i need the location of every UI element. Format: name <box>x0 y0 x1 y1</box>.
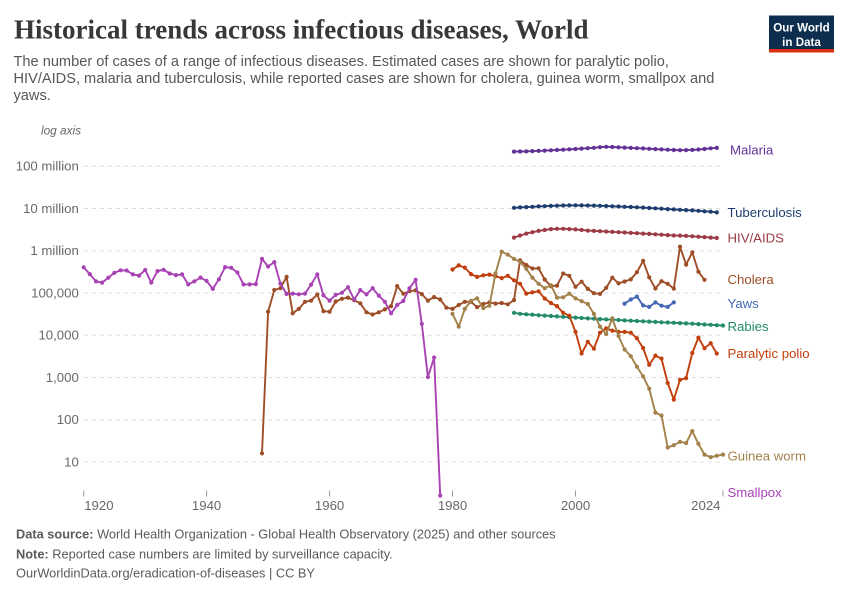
svg-text:Smallpox: Smallpox <box>728 485 783 500</box>
svg-text:HIV/AIDS, malaria and tubercul: HIV/AIDS, malaria and tuberculosis, whil… <box>14 71 715 87</box>
svg-text:100 million: 100 million <box>16 159 79 174</box>
svg-text:yaws.: yaws. <box>14 88 51 104</box>
svg-text:Historical trends across infec: Historical trends across infectious dise… <box>14 15 589 45</box>
svg-text:1980: 1980 <box>438 498 467 513</box>
svg-text:HIV/AIDS: HIV/AIDS <box>728 231 785 246</box>
svg-text:10,000: 10,000 <box>38 328 78 343</box>
svg-text:100: 100 <box>57 412 79 427</box>
svg-text:Malaria: Malaria <box>730 143 774 158</box>
svg-text:Guinea worm: Guinea worm <box>728 448 806 463</box>
svg-text:1920: 1920 <box>84 498 113 513</box>
svg-text:2000: 2000 <box>561 498 590 513</box>
svg-text:in Data: in Data <box>782 36 821 49</box>
svg-text:1960: 1960 <box>315 498 344 513</box>
svg-text:1 million: 1 million <box>30 243 78 258</box>
svg-text:10 million: 10 million <box>23 201 79 216</box>
svg-text:log axis: log axis <box>41 124 81 138</box>
svg-text:1,000: 1,000 <box>46 370 79 385</box>
svg-text:Tuberculosis: Tuberculosis <box>728 205 803 220</box>
svg-text:Cholera: Cholera <box>728 272 775 287</box>
svg-text:Rabies: Rabies <box>728 319 769 334</box>
svg-text:OurWorldinData.org/eradication: OurWorldinData.org/eradication-of-diseas… <box>16 566 315 581</box>
svg-text:The number of cases of a range: The number of cases of a range of infect… <box>14 54 669 70</box>
svg-text:Our World: Our World <box>773 22 829 35</box>
svg-text:100,000: 100,000 <box>31 285 79 300</box>
svg-text:2024: 2024 <box>691 498 720 513</box>
svg-text:Note: Reported case numbers ar: Note: Reported case numbers are limited … <box>16 547 393 562</box>
svg-text:10: 10 <box>64 454 79 469</box>
svg-text:Data source: World Health Orga: Data source: World Health Organization -… <box>16 527 556 542</box>
svg-text:Yaws: Yaws <box>728 296 760 311</box>
svg-text:Paralytic polio: Paralytic polio <box>728 346 810 361</box>
svg-text:1940: 1940 <box>192 498 221 513</box>
